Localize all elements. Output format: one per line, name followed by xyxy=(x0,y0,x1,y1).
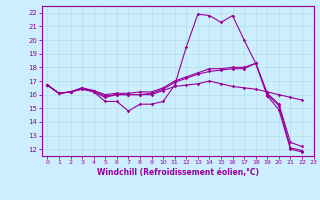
X-axis label: Windchill (Refroidissement éolien,°C): Windchill (Refroidissement éolien,°C) xyxy=(97,168,259,177)
